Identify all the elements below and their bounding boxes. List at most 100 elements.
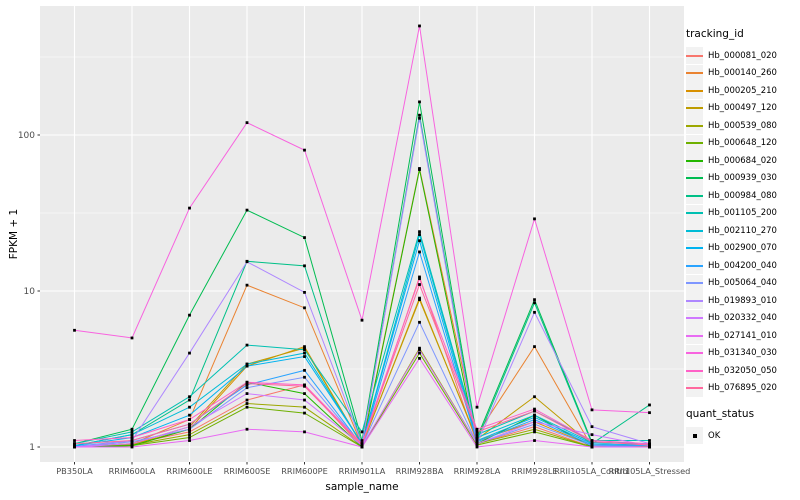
data-point [130, 436, 134, 439]
legend-key [686, 187, 703, 205]
data-point [418, 275, 421, 279]
legend-key [686, 274, 703, 292]
legend-key [686, 152, 703, 170]
legend-line-swatch [686, 264, 703, 267]
data-point [303, 346, 306, 350]
legend-label: Hb_000081_020 [708, 50, 777, 61]
data-point [360, 445, 364, 449]
data-point [188, 427, 191, 431]
legend-key [686, 239, 703, 257]
ok-square-icon [692, 433, 697, 438]
legend-line-swatch [686, 124, 703, 127]
legend-item: Hb_032050_050 [686, 362, 798, 380]
legend-label: Hb_019893_010 [708, 295, 777, 306]
legend-item: Hb_000539_080 [686, 117, 798, 135]
data-point [533, 345, 536, 349]
data-point [533, 217, 536, 221]
data-point [303, 351, 306, 355]
data-point [245, 398, 249, 402]
legend-line-swatch [686, 334, 703, 337]
legend-label: Hb_000539_080 [708, 120, 777, 131]
x-tick-label: RRIM901LA [339, 466, 386, 476]
legend-label: Hb_027141_010 [708, 330, 777, 341]
data-point [188, 418, 191, 421]
legend-label: Hb_031340_030 [708, 348, 777, 359]
legend-label: Hb_000984_080 [708, 190, 777, 201]
legend-label: Hb_000684_020 [708, 155, 777, 166]
data-point [533, 439, 536, 442]
data-point [245, 392, 249, 395]
legend-line-swatch [686, 177, 703, 180]
legend-line-swatch [686, 107, 703, 110]
data-point [533, 395, 536, 399]
data-point [303, 264, 306, 268]
legend-line-swatch [686, 282, 703, 285]
data-point [418, 351, 421, 355]
data-point [418, 296, 421, 300]
data-point [130, 442, 134, 446]
x-tick-label: RRIM928BA [396, 466, 444, 476]
legend-item: Hb_000684_020 [686, 152, 798, 170]
legend-item: Hb_000081_020 [686, 47, 798, 65]
legend-item: Hb_019893_010 [686, 292, 798, 310]
data-point [303, 375, 306, 379]
legend-label: Hb_000939_030 [708, 173, 777, 184]
x-axis-title: sample_name [325, 481, 399, 493]
legend-item: Hb_076895_020 [686, 379, 798, 398]
data-point [360, 318, 364, 322]
legend-line-swatch [686, 352, 703, 355]
data-point [475, 405, 479, 409]
data-point [303, 355, 306, 358]
legend-item: Hb_027141_010 [686, 327, 798, 345]
legend-item: Hb_000939_030 [686, 169, 798, 188]
data-point [73, 328, 76, 332]
data-point [303, 405, 306, 409]
legend-key [686, 362, 703, 380]
legend-item: Hb_000648_120 [686, 134, 798, 153]
legend-label: Hb_004200_040 [708, 260, 777, 271]
legend-label: Hb_032050_050 [708, 365, 777, 376]
data-point [188, 413, 191, 417]
data-point [303, 236, 306, 239]
x-tick-label: RRIM600PE [281, 466, 328, 476]
legend-item: Hb_000205_210 [686, 82, 798, 100]
legend-key [686, 292, 703, 310]
legend-line-swatch [686, 159, 703, 162]
legend-key [686, 47, 703, 65]
y-axis-title: FPKM + 1 [8, 208, 20, 260]
data-point [475, 440, 479, 444]
data-point [648, 439, 651, 442]
data-point [130, 439, 134, 442]
legend-line-swatch [686, 212, 703, 215]
data-point [245, 405, 249, 409]
legend-item: Hb_000497_120 [686, 99, 798, 118]
data-point [475, 445, 479, 449]
data-point [475, 433, 479, 437]
data-point [303, 290, 306, 294]
legend-key [686, 257, 703, 275]
x-tick-label: PB350LA [56, 466, 93, 476]
legend-label: Hb_002110_270 [708, 225, 777, 236]
legend-item: Hb_002110_270 [686, 222, 798, 240]
data-point [303, 306, 306, 310]
legend-label: Hb_000497_120 [708, 103, 777, 114]
x-tick-label: RRIM600LE [166, 466, 212, 476]
data-point [533, 415, 536, 419]
legend-key [686, 309, 703, 327]
legend-key [686, 379, 703, 397]
legend-line-swatch [686, 89, 703, 92]
quant-status-block: quant_status OK [686, 408, 798, 445]
data-point [533, 298, 536, 302]
data-point [245, 121, 249, 125]
data-point [188, 206, 191, 210]
legend-label: Hb_000140_260 [708, 68, 777, 79]
legend-key [686, 134, 703, 152]
data-point [418, 346, 421, 350]
legend-item: Hb_005064_040 [686, 274, 798, 293]
data-point [533, 409, 536, 413]
legend-label: Hb_000205_210 [708, 85, 777, 96]
data-point [475, 436, 479, 439]
data-point [303, 348, 306, 352]
data-point [245, 208, 249, 212]
data-point [245, 362, 249, 366]
